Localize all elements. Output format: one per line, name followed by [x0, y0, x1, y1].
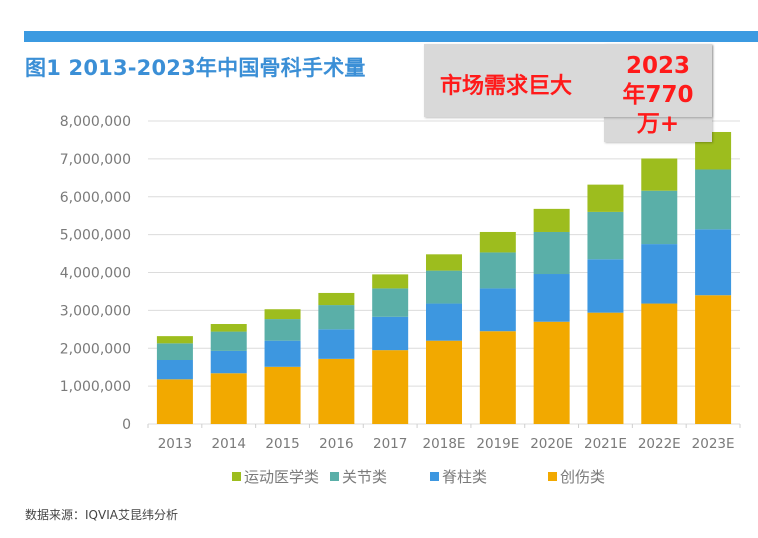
header-stripe [24, 31, 758, 42]
callout-line: 万+ [636, 111, 680, 137]
bar-segment-脊柱类-2019E [479, 288, 516, 332]
bar-segment-脊柱类-2014 [210, 350, 247, 374]
bar-segment-脊柱类-2015 [264, 340, 301, 367]
bar-segment-脊柱类-2022E [641, 244, 678, 304]
y-tick-label: 1,000,000 [60, 379, 131, 395]
y-tick-label: 8,000,000 [60, 114, 131, 130]
y-tick-label: 0 [122, 417, 131, 433]
bar-segment-关节类-2016 [318, 305, 355, 330]
bar-segment-关节类-2018E [426, 270, 462, 304]
bar-segment-创伤类-2015 [264, 366, 301, 424]
legend-label: 运动医学类 [244, 468, 319, 486]
x-tick-label: 2017 [373, 436, 407, 452]
bar-segment-脊柱类-2017 [372, 316, 409, 351]
bar-segment-脊柱类-2021E [587, 259, 624, 313]
y-tick-label: 3,000,000 [60, 303, 131, 319]
bar-segment-运动医学类-2018E [426, 254, 462, 271]
bar-segment-运动医学类-2016 [318, 292, 355, 306]
legend-label: 创伤类 [560, 468, 605, 486]
bar-segment-关节类-2015 [264, 319, 301, 341]
y-tick-label: 7,000,000 [60, 152, 131, 168]
x-tick-label: 2013 [158, 436, 192, 452]
bar-segment-创伤类-2022E [641, 303, 678, 424]
y-tick-label: 4,000,000 [60, 266, 131, 282]
x-tick-label: 2023E [692, 436, 735, 452]
legend-swatch [232, 472, 241, 481]
bar-segment-创伤类-2017 [372, 350, 409, 424]
bar-segment-关节类-2013 [156, 343, 193, 360]
bar-segment-运动医学类-2017 [372, 274, 409, 289]
legend-swatch [548, 472, 557, 481]
bar-segment-关节类-2017 [372, 288, 409, 317]
data-source: 数据来源：IQVIA艾昆纬分析 [25, 508, 178, 522]
x-tick-label: 2018E [423, 436, 466, 452]
bars [156, 131, 732, 424]
x-tick-label: 2020E [530, 436, 573, 452]
callout-box [424, 44, 712, 117]
y-tick-label: 2,000,000 [60, 341, 131, 357]
bar-segment-创伤类-2016 [318, 358, 355, 424]
callout-line: 2023 [625, 53, 690, 79]
callout-2023-volume: 2023 年770 万+ [608, 52, 708, 139]
bar-segment-创伤类-2018E [426, 340, 462, 424]
legend-swatch [330, 472, 339, 481]
x-tick-label: 2014 [212, 436, 246, 452]
bar-segment-脊柱类-2016 [318, 329, 355, 359]
y-tick-label: 5,000,000 [60, 228, 131, 244]
bar-segment-关节类-2021E [587, 211, 624, 260]
x-tick-label: 2016 [319, 436, 353, 452]
legend-label: 关节类 [342, 468, 387, 486]
bar-segment-关节类-2022E [641, 190, 678, 245]
bar-segment-创伤类-2023E [695, 295, 732, 424]
x-tick-label: 2015 [265, 436, 299, 452]
x-tick-label: 2019E [476, 436, 519, 452]
callout-line: 年770 [622, 82, 694, 108]
bar-segment-运动医学类-2013 [156, 336, 193, 344]
bar-segment-运动医学类-2015 [264, 309, 301, 320]
legend: 运动医学类 关节类 脊柱类 创伤类 [232, 468, 605, 486]
bar-segment-创伤类-2013 [156, 379, 193, 424]
bar-segment-运动医学类-2022E [641, 158, 678, 191]
callout-market-demand: 市场需求巨大 [440, 74, 573, 99]
bar-segment-创伤类-2019E [479, 331, 516, 424]
bar-segment-关节类-2019E [479, 252, 516, 289]
bar-segment-脊柱类-2020E [533, 274, 570, 322]
x-tick-label: 2021E [584, 436, 627, 452]
bar-segment-创伤类-2014 [210, 373, 247, 424]
legend-label: 脊柱类 [442, 468, 487, 486]
bar-segment-运动医学类-2021E [587, 184, 624, 212]
figure-title: 图1 2013-2023年中国骨科手术量 [25, 56, 366, 80]
x-tick-label: 2022E [638, 436, 681, 452]
bar-segment-关节类-2020E [533, 231, 570, 275]
bar-segment-创伤类-2020E [533, 321, 570, 424]
bar-segment-关节类-2014 [210, 331, 247, 351]
y-tick-label: 6,000,000 [60, 190, 131, 206]
bar-segment-创伤类-2021E [587, 312, 624, 424]
bar-segment-运动医学类-2014 [210, 324, 247, 332]
y-axis-ticks: 0 1,000,000 2,000,000 3,000,000 4,000,000 5,0… [60, 114, 131, 433]
bar-segment-关节类-2023E [695, 169, 732, 230]
bar-segment-运动医学类-2019E [479, 231, 516, 253]
x-axis-ticks: 2013 2014 2015 2016 2017 2018E 2019E 2020E 2021E… [147, 424, 741, 452]
bar-segment-脊柱类-2013 [156, 359, 193, 380]
bar-segment-脊柱类-2018E [426, 303, 462, 341]
legend-swatch [430, 472, 439, 481]
bar-segment-运动医学类-2020E [533, 208, 570, 232]
bar-segment-脊柱类-2023E [695, 229, 732, 296]
